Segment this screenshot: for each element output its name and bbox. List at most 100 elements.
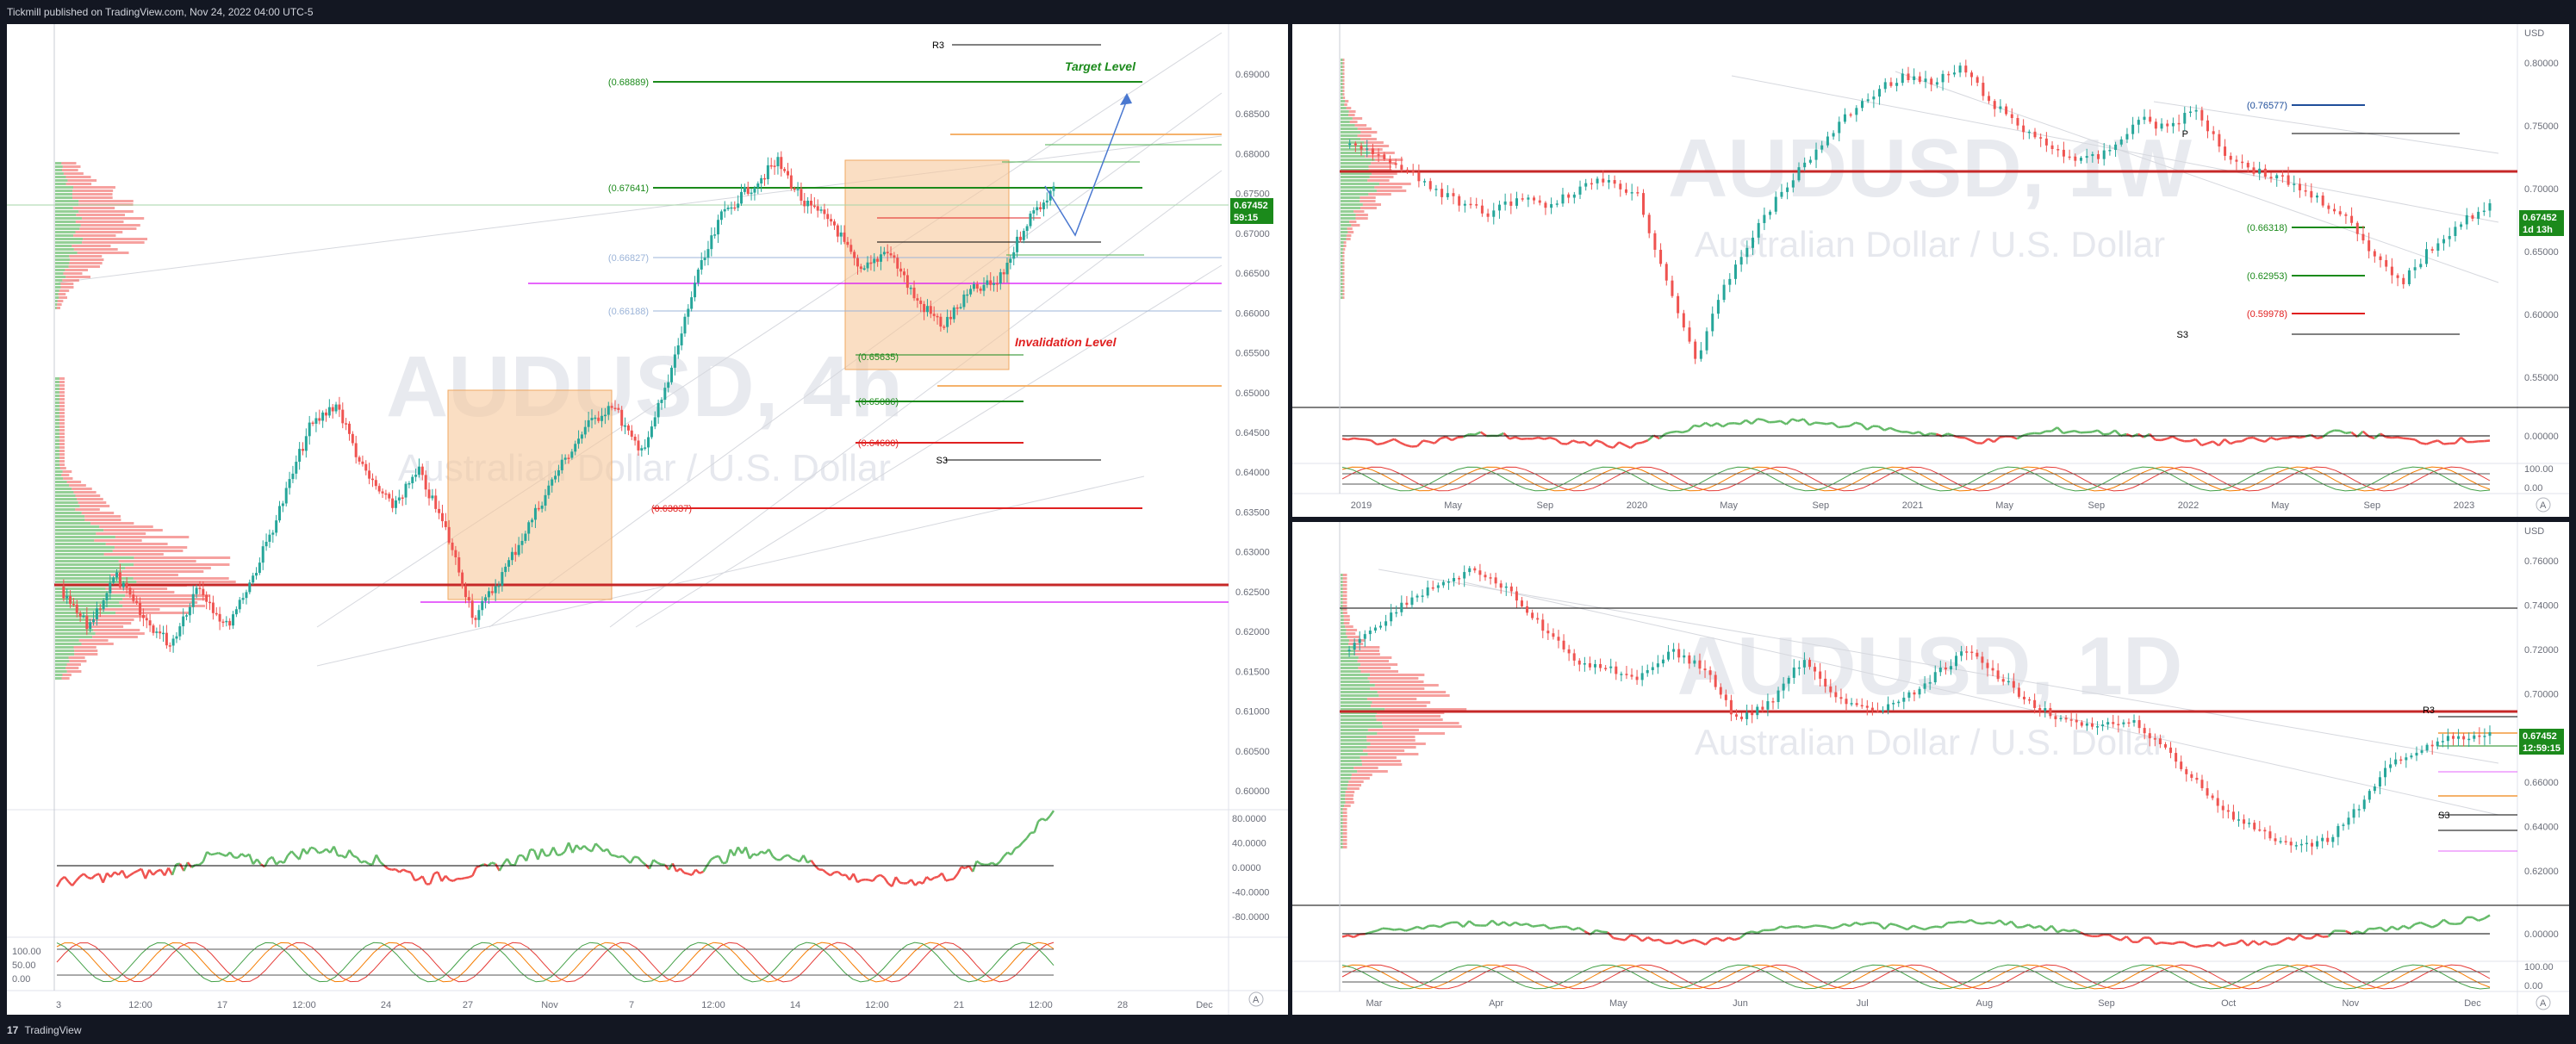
candle-body	[856, 258, 859, 267]
chart-1w-svg[interactable]: AUDUSD, 1W Australian Dollar / U.S. Doll…	[1292, 24, 2569, 517]
oscillator-pane-2[interactable]	[1341, 964, 2491, 990]
chart-4h-svg[interactable]: AUDUSD, 4h Australian Dollar / U.S. Doll…	[7, 24, 1288, 1015]
level-label: (0.67641)	[608, 183, 649, 194]
profile-bar-sell	[1342, 839, 1347, 842]
profile-bar-sell	[1342, 283, 1345, 285]
profile-bar-buy	[55, 388, 59, 390]
candle-body	[464, 586, 467, 598]
candle-body	[347, 423, 351, 434]
axis-tick-label: 80.0000	[1232, 814, 1266, 824]
oscillator-line	[1607, 444, 1614, 449]
candle-body	[1388, 158, 1391, 164]
candle-body	[1659, 249, 1663, 264]
auto-scale-button[interactable]	[2536, 497, 2551, 513]
candle-body	[2132, 720, 2136, 723]
axis-tick-label: 0.61000	[1235, 707, 1270, 718]
time-axis[interactable]: Mar Apr May Jun Jul Aug Sep Oct Nov Dec	[1366, 998, 2482, 1009]
oscillator-line	[1993, 919, 2000, 925]
candles[interactable]	[1347, 563, 2492, 855]
profile-bar-sell	[1342, 577, 1347, 580]
profile-bar-buy	[55, 639, 79, 642]
oscillator-line	[1462, 920, 1471, 928]
oscillator-line	[1566, 439, 1574, 445]
oscillator-pane-1[interactable]	[1341, 914, 2491, 948]
candle-body	[663, 388, 667, 401]
profile-bar-sell	[69, 258, 104, 261]
oscillator-line	[1607, 931, 1615, 939]
oscillator-line	[156, 868, 162, 873]
candle-body	[1761, 706, 1764, 710]
candle-body	[1405, 602, 1409, 606]
profile-bar-buy	[1341, 753, 1368, 755]
candle-body	[2321, 196, 2324, 206]
candle-body	[2378, 777, 2381, 787]
oscillator-pane-2[interactable]	[56, 941, 1055, 983]
oscillator-line	[1826, 925, 1833, 929]
candle-body	[893, 255, 896, 258]
candle-body	[936, 315, 939, 318]
chart-panel-1w[interactable]: AUDUSD, 1W Australian Dollar / U.S. Doll…	[1292, 24, 2569, 517]
profile-bar-buy	[1341, 183, 1379, 185]
candle-body	[1672, 649, 1676, 652]
profile-bar-buy	[1341, 162, 1372, 165]
candle-body	[1620, 674, 1623, 675]
oscillator-pane-2[interactable]	[1341, 466, 2491, 492]
candle-body	[132, 594, 135, 601]
currency-label: USD	[2524, 526, 2544, 537]
candle-body	[358, 457, 361, 462]
profile-bar-sell	[59, 408, 65, 411]
candle-body	[334, 404, 338, 412]
price-axis[interactable]: 0.800000.750000.700000.650000.600000.550…	[2524, 59, 2559, 494]
level-label-pivot: P	[2182, 129, 2188, 140]
profile-bar-buy	[55, 667, 66, 669]
profile-bar-sell	[1342, 825, 1347, 828]
oscillator-line	[1970, 439, 1977, 444]
oscillator-line	[1341, 934, 1349, 938]
oscillator-line	[1399, 441, 1407, 446]
profile-bar-sell	[57, 303, 62, 306]
candle-body	[873, 258, 876, 264]
profile-bar-buy	[1341, 83, 1343, 85]
chart-1d-svg[interactable]: AUDUSD, 1D Australian Dollar / U.S. Doll…	[1292, 522, 2569, 1015]
chart-panel-4h[interactable]: AUDUSD, 4h Australian Dollar / U.S. Doll…	[7, 24, 1288, 1015]
candle-body	[2194, 109, 2198, 112]
oscillator-pane-1[interactable]	[55, 810, 1055, 888]
profile-bar-sell	[79, 505, 110, 507]
profile-bar-sell	[105, 543, 168, 545]
candle-body	[780, 157, 783, 170]
profile-bar-sell	[61, 162, 77, 165]
profile-bar-buy	[1341, 152, 1371, 154]
price-axis[interactable]: 0.760000.740000.720000.700000.680000.660…	[2524, 556, 2559, 991]
auto-scale-button[interactable]	[2536, 995, 2551, 1010]
profile-bar-sell	[72, 207, 115, 209]
auto-scale-button[interactable]	[1248, 991, 1264, 1007]
profile-bar-sell	[1358, 656, 1392, 659]
candles[interactable]	[62, 151, 1055, 653]
candle-body	[331, 407, 334, 412]
range-box-2[interactable]	[844, 159, 1010, 370]
oscillator-line	[1635, 935, 1643, 942]
level-label-r3: R3	[2423, 705, 2435, 716]
oscillator-line	[1728, 936, 1735, 941]
chart-panel-1d[interactable]: AUDUSD, 1D Australian Dollar / U.S. Doll…	[1292, 522, 2569, 1015]
oscillator-line	[2074, 929, 2081, 934]
profile-bar-sell	[1346, 234, 1352, 237]
time-axis[interactable]: 2019 May Sep 2020 May Sep 2021 May Sep 2022 May Sep…	[1351, 500, 2474, 511]
currency-label: USD	[2524, 28, 2544, 39]
projection-path[interactable]	[1044, 99, 1128, 237]
oscillator-line	[1964, 918, 1972, 923]
oscillator-line	[925, 876, 931, 881]
oscillator-pane-1[interactable]	[1341, 418, 2491, 450]
range-box-1[interactable]	[447, 389, 613, 600]
candle-body	[1882, 710, 1885, 712]
profile-bar-sell	[80, 224, 140, 227]
price-axis[interactable]: 0.690000.685000.680000.675000.670000.665…	[12, 70, 1270, 985]
oscillator-line	[1485, 919, 1493, 927]
profile-bar-sell	[61, 474, 70, 476]
candle-body	[513, 551, 517, 556]
candles[interactable]	[1348, 59, 2492, 364]
profile-bar-sell	[94, 539, 142, 542]
footer-brand[interactable]: 17 TradingView	[0, 1016, 2576, 1044]
time-axis[interactable]: 3 12:00 17 12:00 24 27 Nov 7 12:00 14 12:00 21 12:00…	[56, 1000, 1213, 1010]
oscillator-line	[1555, 925, 1562, 929]
